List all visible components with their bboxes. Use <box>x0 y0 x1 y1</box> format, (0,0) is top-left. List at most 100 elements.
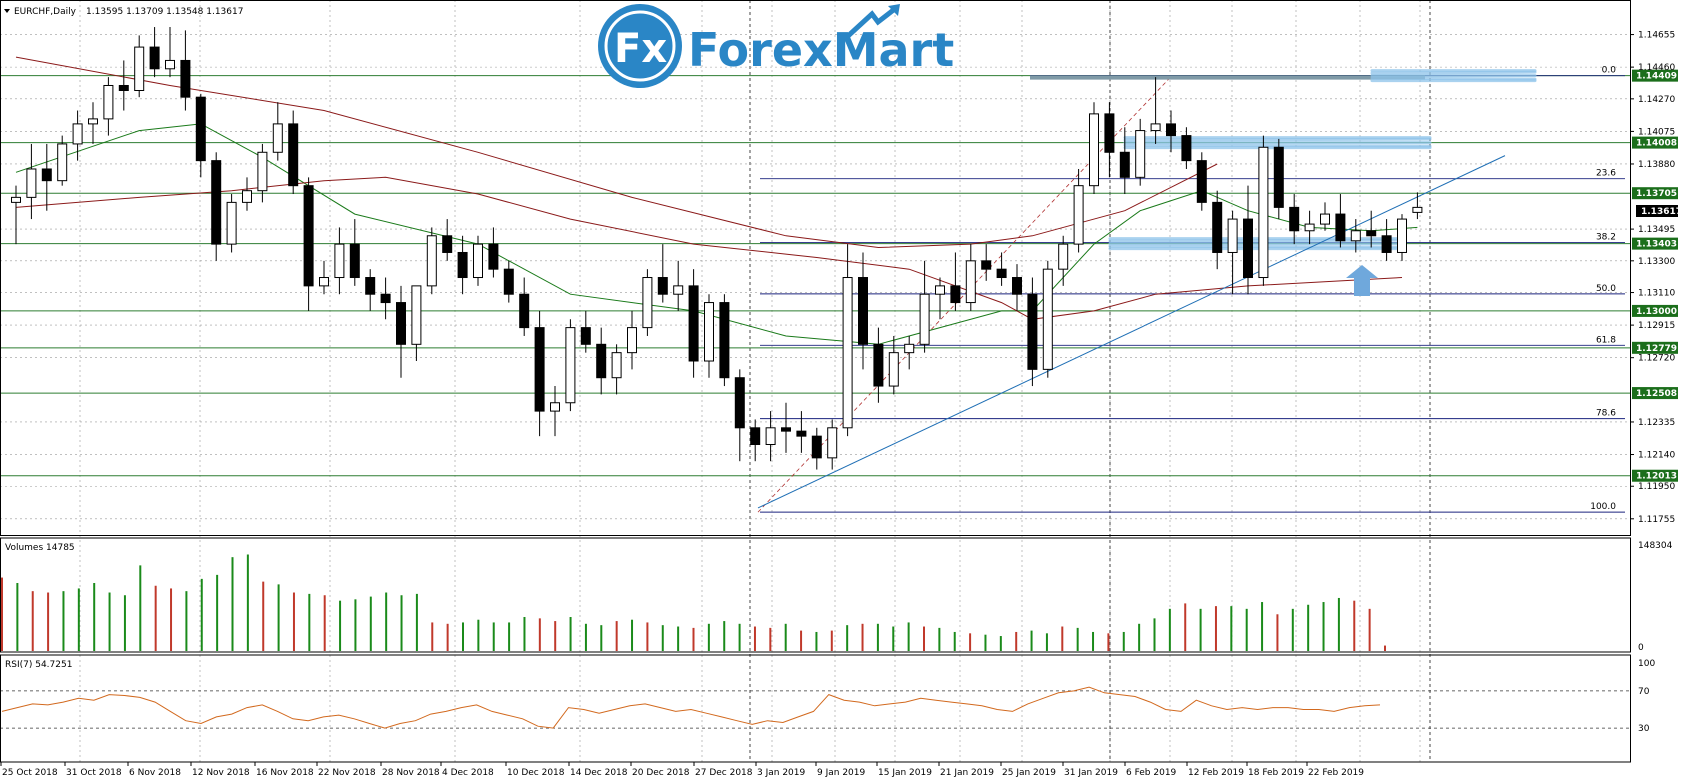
candle <box>534 310 545 437</box>
bear-candle-body <box>750 427 761 445</box>
last-price-label: 1.13617 <box>1641 207 1682 217</box>
bull-candle-body <box>242 190 252 203</box>
bear-candle-body <box>149 46 160 70</box>
bear-candle-body <box>811 435 822 459</box>
date-tick-label: 16 Nov 2018 <box>256 768 314 778</box>
date-tick-label: 31 Oct 2018 <box>66 768 122 778</box>
candle <box>1058 235 1069 286</box>
date-tick-label: 9 Jan 2019 <box>817 768 865 778</box>
date-tick-label: 22 Feb 2019 <box>1308 768 1364 778</box>
candle <box>1073 168 1084 253</box>
candle <box>396 285 406 378</box>
candle <box>673 260 684 311</box>
price-tick-label: 1.14460 <box>1638 63 1675 73</box>
price-tick-label: 1.12915 <box>1638 321 1675 331</box>
highlight-stroke <box>1123 143 1432 148</box>
candle <box>1166 110 1176 153</box>
level-label: 1.13403 <box>1636 240 1677 250</box>
candle <box>11 185 21 245</box>
bull-candle-body <box>72 123 83 145</box>
candle <box>1181 127 1192 169</box>
date-tick-label: 14 Dec 2018 <box>570 768 628 778</box>
bear-candle-body <box>303 185 314 287</box>
bull-candle-body <box>673 285 684 295</box>
fib-level-label: 100.0 <box>1590 502 1616 512</box>
highlight-stroke <box>1370 76 1537 81</box>
candle <box>473 235 483 286</box>
candle <box>303 177 314 311</box>
bear-candle-body <box>1366 230 1377 237</box>
level-label-box <box>1632 304 1678 317</box>
candlesticks <box>11 27 1423 470</box>
bear-candle-body <box>873 343 884 387</box>
bull-candle-body <box>334 243 345 279</box>
level-label-box <box>1632 69 1678 82</box>
candle <box>950 252 961 311</box>
level-label: 1.14409 <box>1636 72 1677 82</box>
candle <box>411 285 422 362</box>
candle <box>1258 135 1269 286</box>
candle <box>211 152 222 261</box>
volume-max-label: 148304 <box>1638 541 1673 551</box>
bear-candle-body <box>688 285 699 362</box>
candle <box>1350 219 1361 253</box>
candle <box>1104 102 1115 178</box>
candle <box>1304 210 1315 245</box>
bear-candle-body <box>1012 277 1022 295</box>
candle <box>365 269 376 311</box>
bear-candle-body <box>488 243 499 270</box>
bull-candle-body <box>103 84 114 120</box>
candle <box>611 344 622 395</box>
candle <box>1212 190 1223 270</box>
candle <box>88 102 98 144</box>
candle <box>1273 138 1284 220</box>
candle <box>334 227 345 295</box>
date-tick-label: 20 Dec 2018 <box>632 768 690 778</box>
fib-level-label: 61.8 <box>1596 335 1616 345</box>
candle <box>1381 219 1392 261</box>
bull-candle-body <box>565 327 576 404</box>
bull-candle-body <box>919 293 930 345</box>
bull-candle-body <box>226 201 237 245</box>
ohlc-readout: 1.13595 1.13709 1.13548 1.13617 <box>86 7 243 17</box>
bull-candle-body <box>1042 268 1053 370</box>
bull-candle-body <box>88 118 98 125</box>
bull-candle-body <box>319 277 329 287</box>
price-tick-label: 1.13300 <box>1638 257 1675 267</box>
candle <box>688 269 699 378</box>
highlight-stroke <box>1108 244 1402 249</box>
candle <box>904 335 915 370</box>
bull-candle-body <box>611 352 622 379</box>
bear-candle-body <box>211 160 222 245</box>
price-tick-label: 1.14075 <box>1638 127 1675 137</box>
price-tick-label: 1.12140 <box>1638 451 1675 461</box>
candle <box>242 177 252 211</box>
bear-candle-body <box>734 377 745 429</box>
time-axis: 25 Oct 2018 31 Oct 2018 6 Nov 2018 12 Nov 2… <box>0 762 1364 778</box>
candle <box>750 419 761 462</box>
candle <box>888 335 899 395</box>
price-tick-label: 1.13495 <box>1638 225 1675 235</box>
bear-candle-body <box>365 277 376 295</box>
logo-arrow-icon <box>846 6 898 38</box>
bear-candle-body <box>1212 201 1223 253</box>
dropdown-triangle-icon[interactable] <box>4 9 10 13</box>
level-label-box <box>1632 469 1678 482</box>
candle <box>550 386 560 437</box>
level-label: 1.12013 <box>1636 472 1677 482</box>
bear-candle-body <box>950 285 961 304</box>
candle <box>26 143 37 220</box>
bear-candle-body <box>519 293 530 329</box>
bull-candle-body <box>1397 218 1407 253</box>
candle <box>1412 192 1423 220</box>
bull-candle-body <box>257 151 268 192</box>
bear-candle-body <box>396 302 406 345</box>
bear-candle-body <box>1181 135 1192 162</box>
date-tick-label: 12 Nov 2018 <box>192 768 250 778</box>
level-label: 1.13705 <box>1636 189 1677 199</box>
price-tick-label: 1.13110 <box>1638 289 1675 299</box>
candle <box>1135 118 1146 186</box>
candle <box>642 269 653 336</box>
candle <box>195 93 206 178</box>
date-tick-label: 28 Nov 2018 <box>382 768 440 778</box>
